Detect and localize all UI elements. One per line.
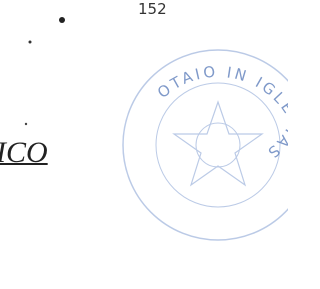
stamp-emblem <box>174 102 262 185</box>
ink-spot <box>29 41 32 44</box>
page-number: 152 <box>138 0 167 18</box>
stamp-emblem-center <box>196 123 240 167</box>
stamp-text-path: OTAIO IN IGLESIAS <box>154 63 288 164</box>
stamp-text: OTAIO IN IGLESIAS <box>154 63 288 164</box>
ink-spot <box>25 123 27 125</box>
ink-spot <box>59 17 65 23</box>
page: {"page_number": "152", "heading": "ICO",… <box>0 0 288 289</box>
heading: ICO <box>0 136 48 170</box>
